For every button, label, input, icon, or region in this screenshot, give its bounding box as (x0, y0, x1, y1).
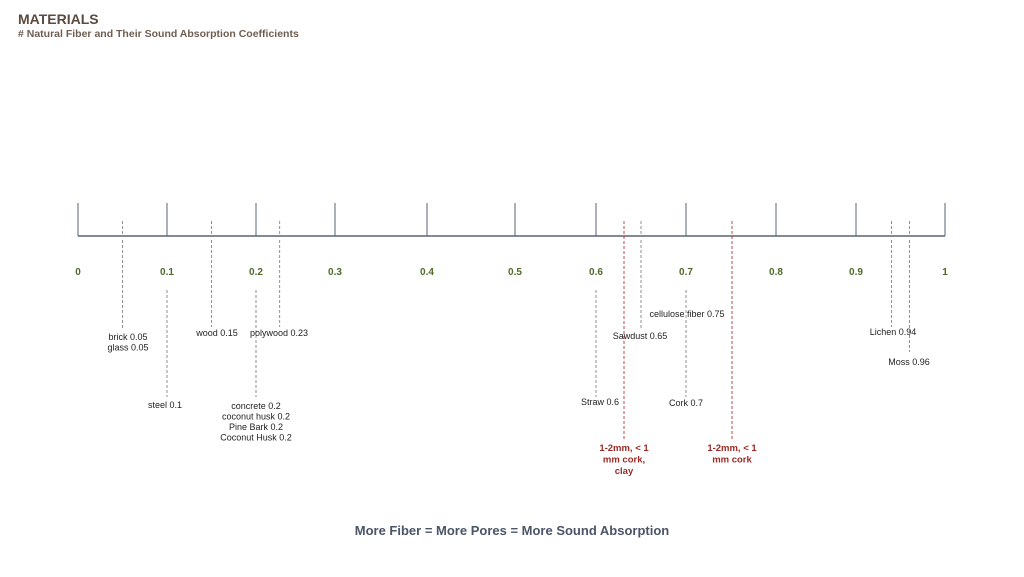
material-label: Lichen 0.94 (870, 327, 917, 337)
axis-tick-label: 1 (942, 267, 948, 278)
highlight-label: mm cork (712, 455, 752, 466)
page-subtitle: # Natural Fiber and Their Sound Absorpti… (18, 28, 299, 40)
highlight-label: 1-2mm, < 1 (599, 443, 649, 454)
axis-tick-label: 0.6 (589, 267, 603, 278)
axis-tick-label: 0.4 (420, 267, 434, 278)
material-label: coconut husk 0.2 (222, 412, 290, 422)
material-label: Cork 0.7 (669, 398, 703, 408)
highlight-label: clay (615, 466, 634, 477)
material-label: Pine Bark 0.2 (229, 422, 283, 432)
axis-tick-label: 0.2 (249, 267, 263, 278)
material-label: Moss 0.96 (888, 357, 930, 367)
material-label: Straw 0.6 (581, 397, 619, 407)
material-label: wood 0.15 (195, 328, 238, 338)
axis-tick-label: 0.1 (160, 267, 174, 278)
material-label: concrete 0.2 (231, 401, 281, 411)
material-label: steel 0.1 (148, 400, 182, 410)
axis-tick-label: 0.8 (769, 267, 783, 278)
material-label: cellulose fiber 0.75 (649, 309, 724, 319)
axis-tick-label: 0.9 (849, 267, 863, 278)
axis-tick-label: 0.7 (679, 267, 693, 278)
highlight-label: mm cork, (603, 455, 645, 466)
highlight-label: 1-2mm, < 1 (707, 443, 757, 454)
material-label: brick 0.05 (108, 332, 147, 342)
material-label: polywood 0.23 (250, 328, 308, 338)
material-label: Coconut Husk 0.2 (220, 433, 292, 443)
material-label: Sawdust 0.65 (613, 331, 668, 341)
axis-tick-label: 0 (75, 267, 81, 278)
axis-tick-label: 0.5 (508, 267, 522, 278)
material-label: glass 0.05 (107, 343, 148, 353)
axis-tick-label: 0.3 (328, 267, 342, 278)
page-title: MATERIALS (18, 11, 99, 27)
footer-caption: More Fiber = More Pores = More Sound Abs… (354, 523, 670, 538)
